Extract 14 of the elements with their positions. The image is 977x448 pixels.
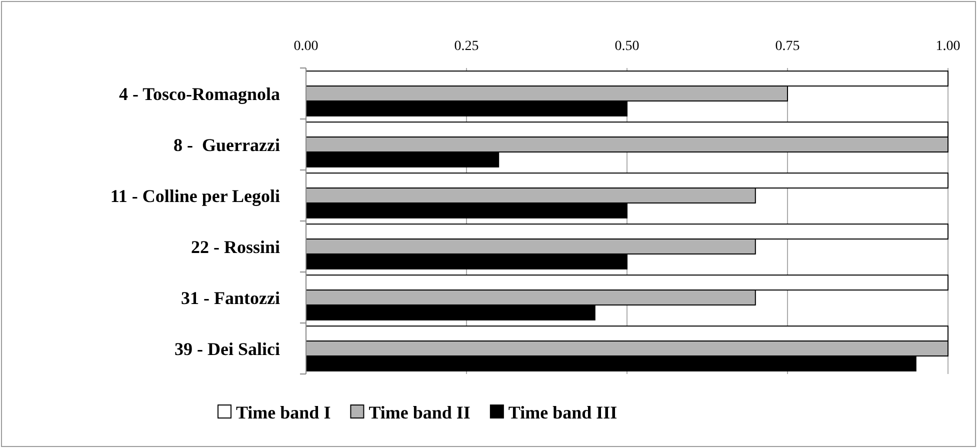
y-tick-label: 39 - Dei Salici: [174, 338, 280, 359]
legend-label: Time band I: [236, 402, 331, 422]
x-tick-label: 0.50: [614, 39, 640, 54]
x-tick-label: 0.25: [454, 39, 479, 54]
y-tick-label: 8 - Guerrazzi: [174, 134, 280, 155]
x-tick-label: 0.00: [294, 39, 318, 54]
y-tick-label: 11 - Colline per Legoli: [110, 186, 280, 206]
legend-label: Time band III: [508, 402, 618, 422]
y-tick-label: 22 - Rossini: [190, 236, 280, 257]
x-tick-label: 1.00: [936, 39, 960, 54]
x-tick-label: 0.75: [775, 39, 800, 54]
y-tick-label: 31 - Fantozzi: [181, 288, 280, 308]
legend-label: Time band II: [368, 402, 470, 422]
y-tick-label: 4 - Tosco-Romagnola: [118, 84, 280, 104]
